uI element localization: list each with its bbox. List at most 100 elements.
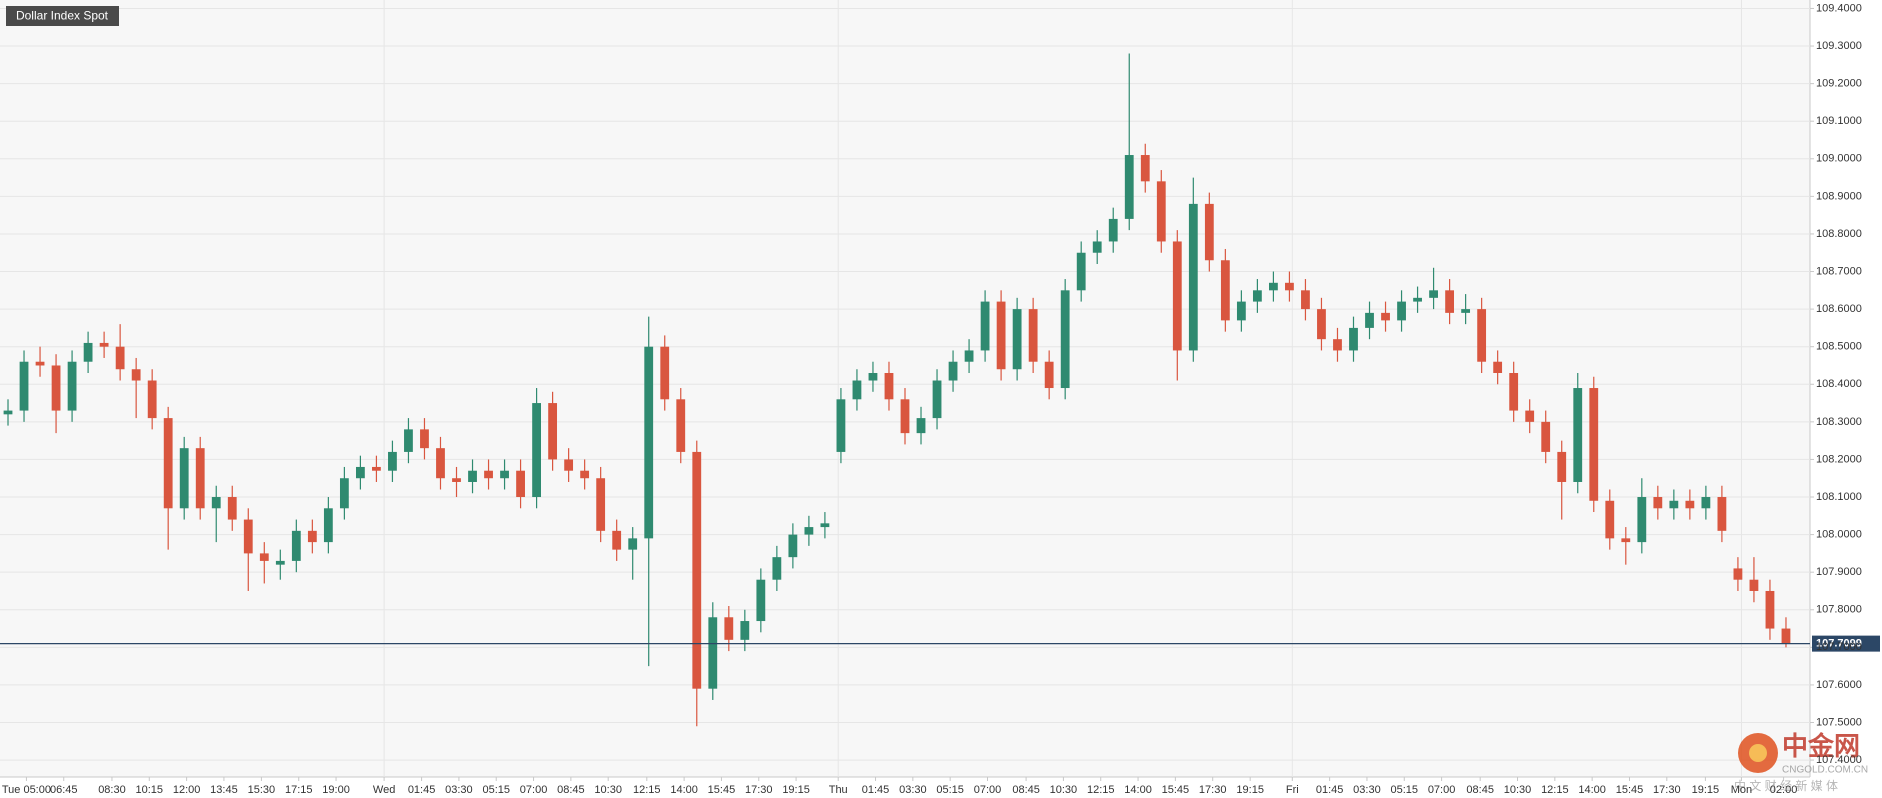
candle-body [1717,497,1727,531]
x-tick-label: 01:45 [862,784,890,796]
x-tick-label: 05:15 [936,784,964,796]
candle-body [1493,361,1503,373]
candle-body [388,451,397,471]
candle-body [1108,218,1118,242]
candle-body [307,530,317,543]
grid [0,0,1814,781]
y-tick-label: 109.2000 [1816,78,1862,90]
y-tick-label: 108.8000 [1816,228,1862,240]
x-tick-label: 15:45 [1162,784,1190,796]
candle-body [1525,410,1535,422]
candle-body [852,380,862,400]
candle-body [35,361,45,366]
candle-body [1269,282,1278,291]
candle-body [1573,388,1583,482]
x-tick-label: 14:00 [670,784,698,796]
x-tick-label: 15:30 [248,784,276,796]
x-tick-label: Tue 05:00 [2,784,51,796]
x-tick-label: 12:15 [1541,784,1569,796]
candle-body [900,399,910,434]
candle-body [484,470,493,479]
candle-body [404,429,413,452]
candle-body [452,478,461,482]
candle-body [1092,241,1102,253]
candle-body [1685,500,1695,509]
x-tick-label: 15:45 [708,784,736,796]
x-tick-label: 07:00 [520,784,548,796]
candle-body [1156,181,1166,242]
y-tick-label: 107.6000 [1816,679,1862,691]
candle-body [1349,327,1358,351]
x-tick-label: 08:45 [1466,784,1494,796]
y-tick-label: 109.4000 [1816,2,1862,14]
candle-body [596,478,606,531]
candle-body [436,448,445,479]
candles [3,53,1791,727]
candle-body [1381,312,1390,321]
candle-body [644,346,654,539]
candle-body [115,346,125,370]
candle-body [1429,290,1438,298]
candle-body [692,451,702,689]
candle-body [227,497,237,520]
y-tick-label: 108.0000 [1816,529,1862,541]
x-tick-label: 03:30 [1353,784,1381,796]
candle-body [1541,421,1551,452]
candle-body [1621,538,1631,543]
x-tick-label: 01:45 [408,784,436,796]
candle-body [932,380,942,419]
candle-body [532,403,541,498]
x-tick-label: 06:45 [50,784,78,796]
candle-body [195,448,205,509]
candle-body [884,372,894,400]
x-tick-label: 17:30 [745,784,773,796]
x-tick-label: 02:00 [1770,784,1798,796]
x-tick-label: 14:00 [1124,784,1152,796]
y-tick-label: 108.6000 [1816,303,1862,315]
candle-body [916,418,926,434]
y-tick-label: 108.3000 [1816,416,1862,428]
candle-body [147,380,157,419]
x-tick-label: 19:15 [1236,784,1264,796]
x-tick-label: 19:15 [1692,784,1720,796]
candle-body [1605,500,1615,539]
candle-body [660,346,670,400]
candle-body [1285,282,1294,291]
candle-body [1220,260,1230,321]
candle-body [420,429,429,449]
candle-body [1044,361,1054,389]
y-tick-label: 107.5000 [1816,716,1862,728]
x-tick-label: 03:30 [445,784,473,796]
x-tick-label: 01:45 [1316,784,1344,796]
candle-body [1301,290,1310,310]
x-tick-label: 05:15 [1391,784,1419,796]
candle-body [980,301,990,351]
candle-body [1060,290,1070,389]
candle-body [1637,497,1647,543]
candle-body [259,553,269,561]
candle-body [1317,309,1326,340]
candle-body [740,621,750,640]
x-tick-label: 12:15 [1087,784,1115,796]
candle-body [131,369,141,381]
x-tick-label: 10:30 [1050,784,1078,796]
candle-body [1188,203,1198,351]
candle-body [1140,155,1150,182]
candle-body [548,403,558,460]
x-tick-label: 12:00 [173,784,201,796]
x-tick-label: 03:30 [899,784,927,796]
candle-body [996,301,1006,370]
x-tick-label: 10:15 [136,784,164,796]
x-tick-label: 05:15 [482,784,510,796]
y-tick-label: 107.9000 [1816,566,1862,578]
candle-body [51,365,61,411]
candle-body [1365,312,1374,328]
last-price-label: 107.7099 [1816,638,1862,650]
candle-body [756,579,766,622]
x-tick-label: Fri [1286,784,1299,796]
candle-body [500,470,509,479]
x-tick-label: 07:00 [974,784,1002,796]
watermark-slogan: 中 文 财 经 新 媒 体 [1734,778,1838,793]
y-tick-label: 108.1000 [1816,491,1862,503]
x-tick-label: 10:30 [1504,784,1532,796]
